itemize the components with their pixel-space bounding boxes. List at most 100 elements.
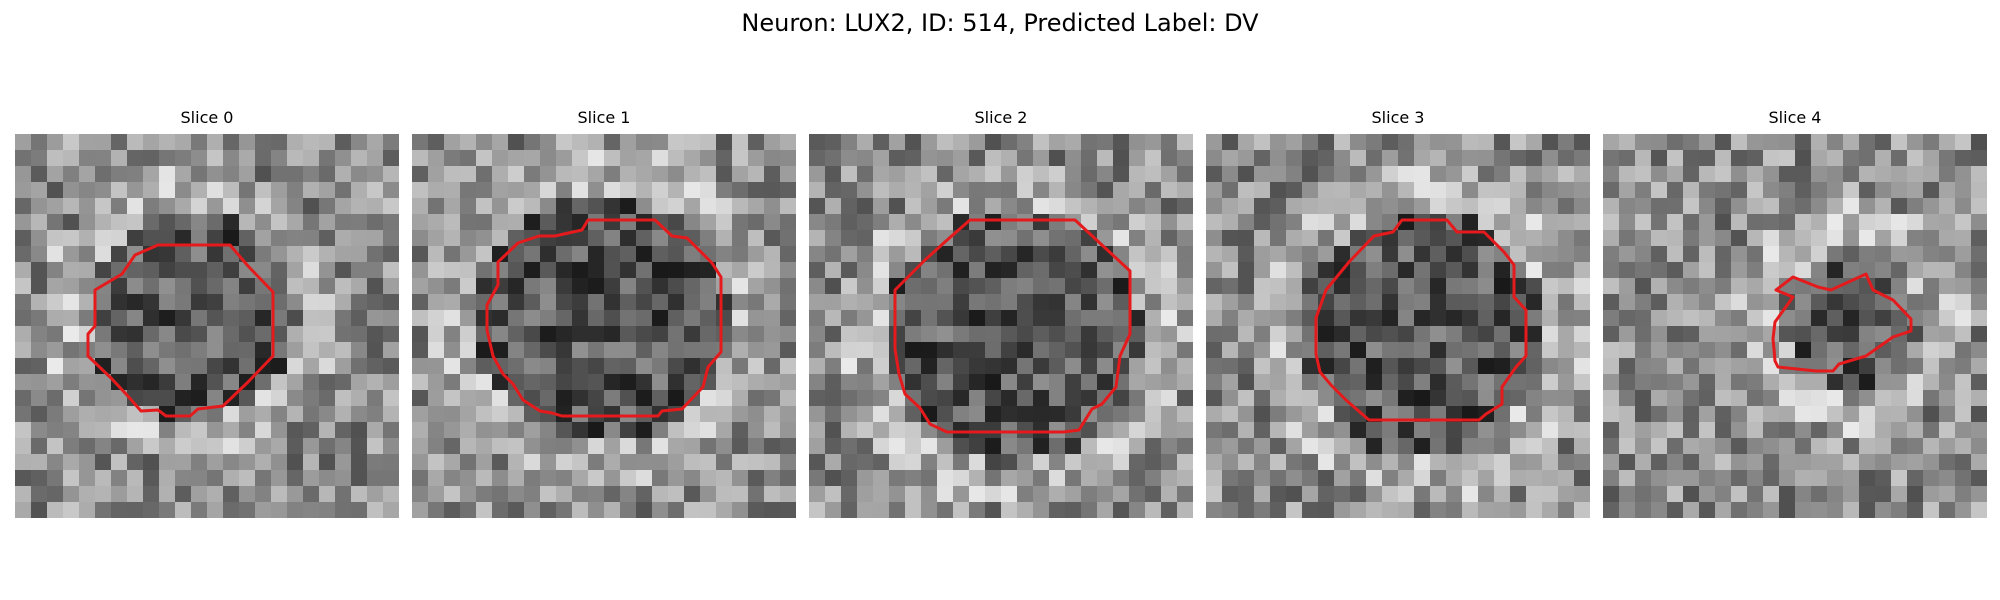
image-pixel [1827,342,1844,359]
image-pixel [1161,198,1178,215]
image-pixel [1462,358,1479,375]
image-pixel [1478,326,1495,343]
image-pixel [351,246,368,263]
image-pixel [732,454,749,471]
image-pixel [588,262,605,279]
image-pixel [1542,310,1559,327]
image-pixel [476,374,493,391]
image-pixel [668,134,685,151]
image-pixel [1398,342,1415,359]
image-pixel [1715,326,1732,343]
image-pixel [1667,374,1684,391]
image-pixel [620,358,637,375]
image-pixel [31,166,48,183]
image-pixel [492,182,509,199]
image-pixel [1843,230,1860,247]
image-pixel [1683,294,1700,311]
image-pixel [15,294,32,311]
image-pixel [335,374,352,391]
image-pixel [1542,390,1559,407]
image-pixel [255,406,272,423]
image-pixel [937,230,954,247]
image-pixel [1129,502,1146,518]
image-pixel [1382,326,1399,343]
image-pixel [1510,390,1527,407]
image-pixel [1859,374,1876,391]
image-pixel [1795,262,1812,279]
image-pixel [905,438,922,455]
image-pixel [825,134,842,151]
image-pixel [476,262,493,279]
image-pixel [1494,214,1511,231]
image-pixel [1827,438,1844,455]
image-pixel [604,294,621,311]
image-pixel [412,214,429,231]
image-pixel [889,214,906,231]
image-pixel [1462,262,1479,279]
image-pixel [700,166,717,183]
image-pixel [1382,150,1399,167]
image-pixel [1859,406,1876,423]
image-pixel [636,278,653,295]
image-pixel [684,422,701,439]
image-pixel [825,294,842,311]
image-pixel [921,310,938,327]
image-pixel [303,278,320,295]
image-pixel [1747,246,1764,263]
image-pixel [825,198,842,215]
image-pixel [1398,134,1415,151]
image-pixel [1747,390,1764,407]
image-pixel [1081,486,1098,503]
image-pixel [921,294,938,311]
image-pixel [1635,310,1652,327]
image-pixel [1779,358,1796,375]
image-pixel [556,454,573,471]
image-pixel [1667,390,1684,407]
image-pixel [841,246,858,263]
image-pixel [1827,214,1844,231]
image-pixel [1747,342,1764,359]
image-pixel [1923,454,1940,471]
image-pixel [412,342,429,359]
image-pixel [1238,278,1255,295]
image-pixel [207,342,224,359]
image-pixel [351,262,368,279]
image-pixel [1177,134,1193,151]
image-pixel [1779,454,1796,471]
image-pixel [1177,294,1193,311]
image-pixel [1763,342,1780,359]
image-pixel [79,310,96,327]
image-pixel [1526,358,1543,375]
image-pixel [652,422,669,439]
image-pixel [969,406,986,423]
image-pixel [1414,278,1431,295]
image-pixel [79,454,96,471]
image-pixel [1113,422,1130,439]
image-pixel [652,358,669,375]
image-pixel [63,246,80,263]
image-pixel [1462,246,1479,263]
image-pixel [79,262,96,279]
image-pixel [1795,342,1812,359]
image-pixel [1302,134,1319,151]
image-pixel [1270,278,1287,295]
image-pixel [1923,326,1940,343]
image-pixel [1526,454,1543,471]
image-pixel [15,214,32,231]
image-pixel [1651,422,1668,439]
image-pixel [1049,214,1066,231]
image-pixel [652,166,669,183]
image-pixel [748,422,765,439]
image-pixel [716,390,733,407]
image-pixel [889,422,906,439]
image-pixel [732,310,749,327]
image-pixel [1939,374,1956,391]
image-pixel [1558,422,1575,439]
image-pixel [143,470,160,487]
image-pixel [1462,294,1479,311]
image-pixel [460,438,477,455]
image-pixel [412,502,429,518]
image-pixel [1875,246,1892,263]
image-pixel [889,230,906,247]
image-pixel [953,150,970,167]
